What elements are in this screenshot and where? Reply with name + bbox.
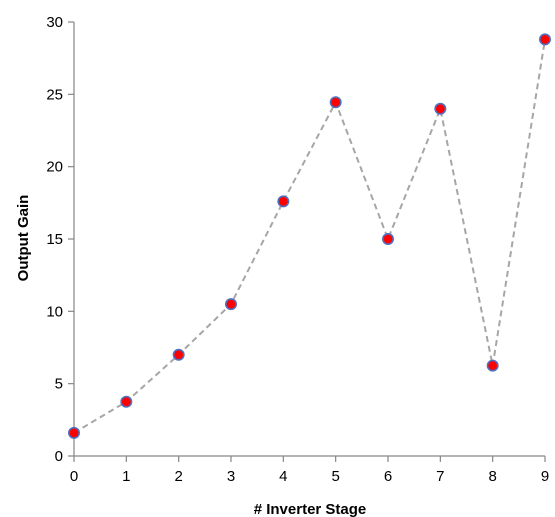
x-tick-label: 3 (227, 468, 235, 485)
data-point (172, 348, 185, 361)
y-tick-label: 5 (55, 376, 63, 393)
x-tick-label: 6 (384, 468, 392, 485)
series-line (73, 39, 546, 434)
data-point (329, 96, 342, 109)
axes-layer (73, 22, 545, 457)
y-tick-label: 30 (46, 14, 63, 31)
ticks-layer: 0 5 10 15 20 25 30 0 1 2 3 4 5 6 7 8 9 (46, 14, 549, 485)
x-tick-label: 0 (70, 468, 78, 485)
y-tick-label: 25 (46, 86, 63, 103)
x-tick-label: 7 (436, 468, 444, 485)
x-axis-title: # Inverter Stage (254, 501, 367, 517)
y-tick-label: 20 (46, 159, 63, 176)
y-tick-label: 15 (46, 231, 63, 248)
data-point (434, 102, 447, 115)
data-point (486, 359, 499, 372)
x-tick-label: 9 (541, 468, 549, 485)
data-point (68, 426, 81, 439)
x-tick-label: 4 (279, 468, 287, 485)
series-layer (73, 39, 546, 434)
y-tick-label: 10 (46, 303, 63, 320)
y-axis-title: Output Gain (15, 195, 32, 282)
data-point (225, 298, 238, 311)
data-point (538, 33, 551, 46)
x-tick-label: 5 (331, 468, 339, 485)
x-tick-label: 1 (122, 468, 130, 485)
points-layer (68, 33, 551, 439)
data-point (120, 395, 133, 408)
data-point (381, 233, 394, 246)
x-tick-label: 8 (488, 468, 496, 485)
data-point (277, 195, 290, 208)
x-tick-label: 2 (174, 468, 182, 485)
y-tick-label: 0 (55, 448, 63, 465)
